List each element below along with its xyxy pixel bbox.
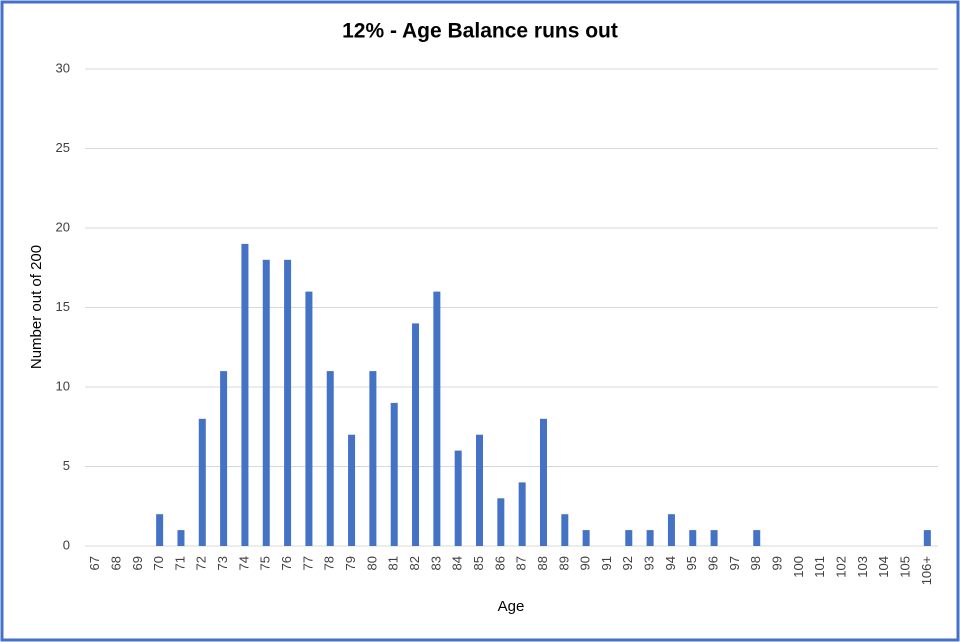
x-tick-label: 94 bbox=[663, 556, 678, 570]
x-tick-label: 102 bbox=[833, 556, 848, 578]
y-tick-label: 15 bbox=[56, 299, 70, 314]
x-tick-label: 92 bbox=[620, 556, 635, 570]
bar bbox=[476, 434, 484, 546]
x-tick-label: 85 bbox=[471, 556, 486, 570]
bar bbox=[156, 514, 164, 546]
x-tick-label: 103 bbox=[855, 556, 870, 578]
bar bbox=[923, 530, 931, 546]
x-tick-label: 68 bbox=[108, 556, 123, 570]
bar bbox=[348, 434, 356, 546]
bar bbox=[390, 402, 398, 546]
bar bbox=[667, 514, 675, 546]
x-tick-label: 95 bbox=[684, 556, 699, 570]
bar bbox=[753, 530, 761, 546]
x-tick-label: 88 bbox=[535, 556, 550, 570]
x-tick-label: 71 bbox=[172, 556, 187, 570]
x-tick-label: 74 bbox=[236, 556, 251, 570]
chart-title: 12% - Age Balance runs out bbox=[342, 20, 618, 43]
x-tick-label: 100 bbox=[791, 556, 806, 578]
x-tick-label: 97 bbox=[727, 556, 742, 570]
bar bbox=[539, 418, 547, 546]
x-tick-label: 93 bbox=[642, 556, 657, 570]
x-tick-label: 106+ bbox=[919, 556, 934, 585]
bar bbox=[326, 371, 334, 546]
bar bbox=[177, 530, 185, 546]
bar bbox=[433, 291, 441, 546]
y-tick-label: 30 bbox=[56, 60, 70, 75]
bar bbox=[262, 259, 270, 546]
bar bbox=[305, 291, 313, 546]
bar bbox=[198, 418, 206, 546]
x-tick-label: 104 bbox=[876, 556, 891, 578]
x-tick-label: 69 bbox=[130, 556, 145, 570]
x-tick-label: 67 bbox=[87, 556, 102, 570]
x-tick-label: 76 bbox=[279, 556, 294, 570]
x-tick-label: 91 bbox=[599, 556, 614, 570]
bar bbox=[369, 371, 377, 546]
x-tick-label: 78 bbox=[322, 556, 337, 570]
x-tick-label: 87 bbox=[514, 556, 529, 570]
bar bbox=[710, 530, 718, 546]
bar bbox=[646, 530, 654, 546]
x-tick-label: 98 bbox=[748, 556, 763, 570]
y-tick-label: 10 bbox=[56, 378, 70, 393]
bar bbox=[284, 259, 292, 546]
x-tick-label: 81 bbox=[386, 556, 401, 570]
x-tick-label: 84 bbox=[450, 556, 465, 570]
x-tick-label: 90 bbox=[578, 556, 593, 570]
bar bbox=[518, 482, 526, 546]
x-tick-label: 89 bbox=[556, 556, 571, 570]
y-tick-label: 25 bbox=[56, 140, 70, 155]
x-axis-label: Age bbox=[498, 598, 525, 615]
bar bbox=[497, 498, 505, 546]
x-tick-label: 80 bbox=[364, 556, 379, 570]
y-tick-label: 0 bbox=[63, 537, 70, 552]
y-tick-label: 5 bbox=[63, 458, 70, 473]
x-tick-label: 72 bbox=[194, 556, 209, 570]
bar bbox=[625, 530, 633, 546]
bar bbox=[241, 243, 249, 546]
bar bbox=[454, 450, 462, 546]
x-tick-label: 79 bbox=[343, 556, 358, 570]
x-tick-label: 75 bbox=[258, 556, 273, 570]
x-tick-label: 105 bbox=[897, 556, 912, 578]
bar bbox=[689, 530, 697, 546]
x-tick-label: 86 bbox=[492, 556, 507, 570]
x-tick-label: 101 bbox=[812, 556, 827, 578]
bar bbox=[412, 323, 420, 546]
x-tick-label: 77 bbox=[300, 556, 315, 570]
y-tick-label: 20 bbox=[56, 219, 70, 234]
bar bbox=[582, 530, 590, 546]
x-tick-label: 73 bbox=[215, 556, 230, 570]
x-tick-label: 82 bbox=[407, 556, 422, 570]
x-tick-label: 99 bbox=[770, 556, 785, 570]
bar bbox=[561, 514, 569, 546]
y-axis-label: Number out of 200 bbox=[28, 245, 45, 369]
x-tick-label: 70 bbox=[151, 556, 166, 570]
x-tick-label: 96 bbox=[706, 556, 721, 570]
bar bbox=[220, 371, 228, 546]
x-tick-label: 83 bbox=[428, 556, 443, 570]
